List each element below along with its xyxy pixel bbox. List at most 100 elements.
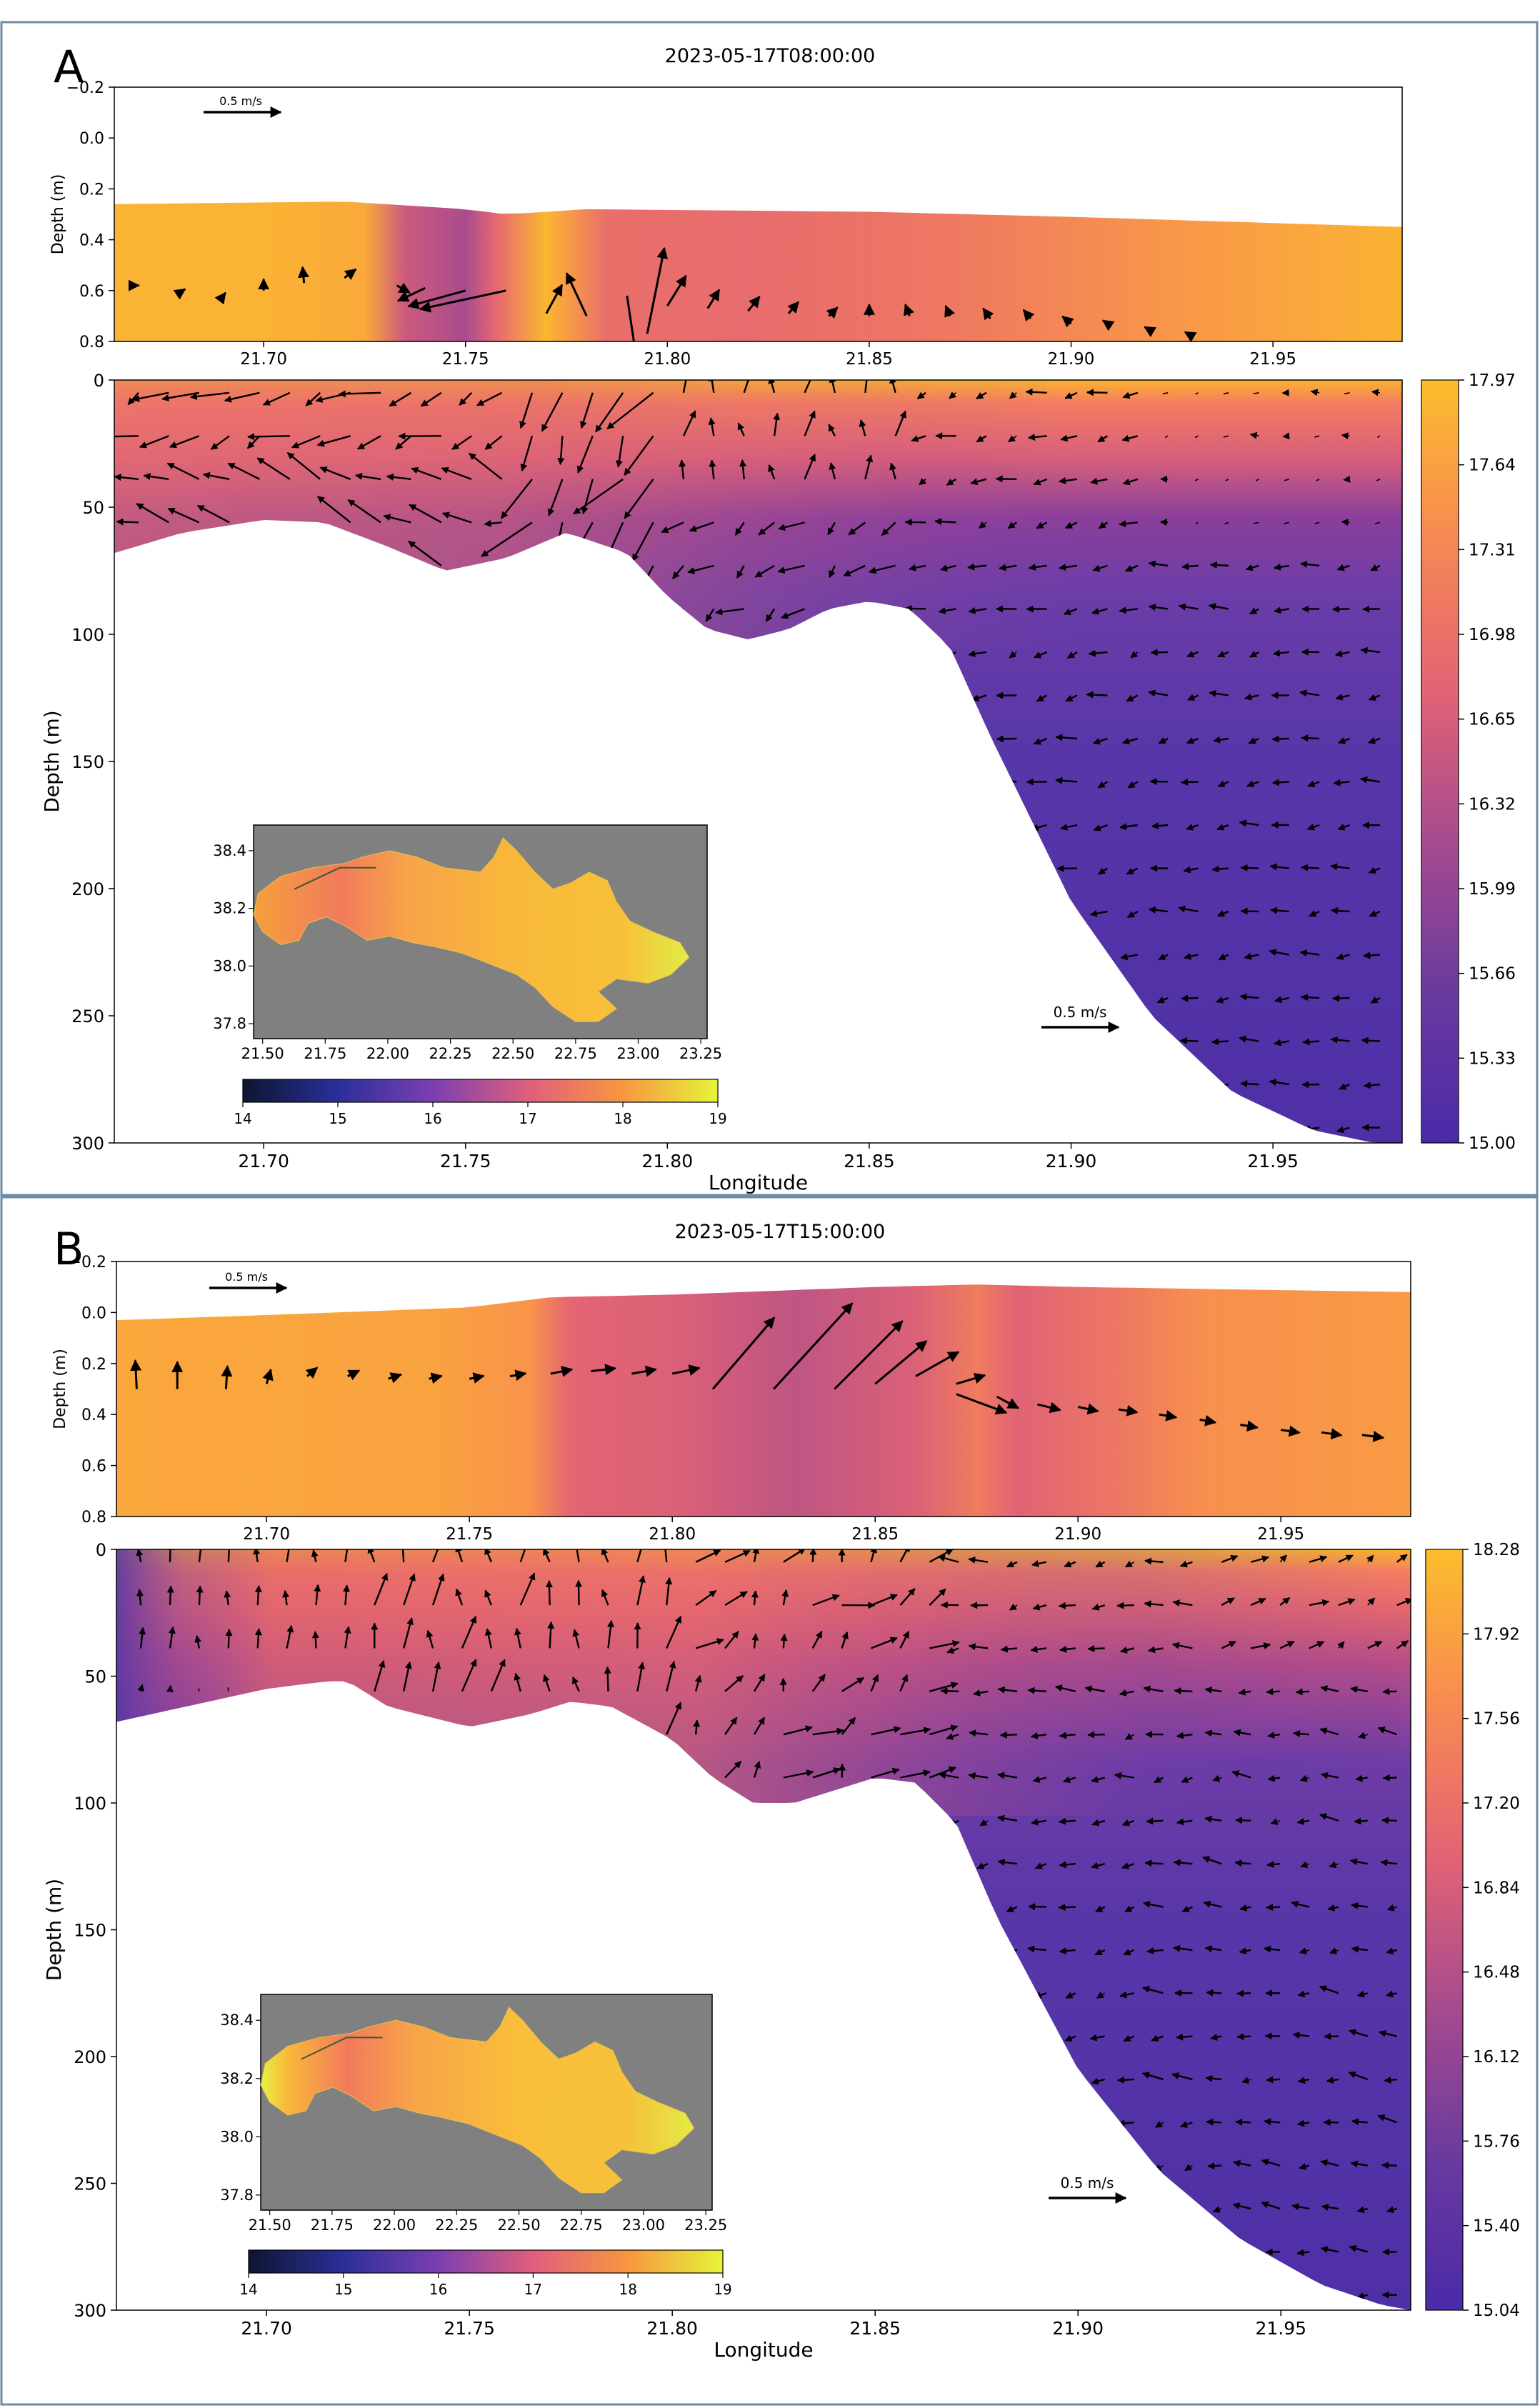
velocity-arrow (1239, 993, 1259, 1001)
top-x-tick-label: 21.80 (644, 350, 691, 369)
velocity-arrow (1224, 521, 1229, 525)
velocity-arrow (389, 391, 412, 407)
velocity-arrow (484, 1589, 492, 1606)
velocity-arrow (829, 462, 836, 480)
velocity-arrow (1336, 953, 1350, 960)
velocity-arrow (1261, 2159, 1281, 2167)
velocity-arrow (1091, 1604, 1106, 1611)
velocity-arrow (514, 1627, 521, 1649)
velocity-arrow (1330, 1036, 1350, 1044)
velocity-arrow (1210, 2033, 1222, 2041)
velocity-arrow (601, 1589, 609, 1606)
velocity-arrow (484, 519, 502, 527)
main-x-tick-label: 21.95 (1255, 2318, 1306, 2339)
velocity-arrow (904, 303, 914, 316)
velocity-arrow (768, 464, 776, 480)
velocity-arrow (1063, 608, 1078, 615)
colorbar-tick-label: 15.76 (1473, 2132, 1520, 2151)
velocity-arrow (1059, 1947, 1076, 1955)
velocity-arrow (1162, 392, 1169, 395)
velocity-arrow (451, 435, 472, 451)
velocity-arrow (1349, 2244, 1369, 2253)
velocity-arrow (1320, 2159, 1339, 2167)
colorbar-tick-label: 17.20 (1473, 1794, 1520, 1813)
velocity-arrow (1148, 560, 1169, 568)
velocity-arrow (1065, 694, 1078, 702)
main-x-tick-label: 21.75 (444, 2318, 495, 2339)
velocity-arrow (1120, 953, 1139, 961)
velocity-arrow (1031, 1560, 1047, 1567)
panel-b: 0.5 m/s −0.2 0.0 0.2 0.4 0.6 0.8 21.70 21.75 21.8… (42, 1254, 1520, 2362)
velocity-arrow (1339, 1083, 1351, 1090)
inset-colorbar-tick-label: 19 (709, 1110, 726, 1127)
velocity-arrow (1181, 994, 1199, 1002)
velocity-arrow (1292, 2032, 1310, 2039)
velocity-arrow (1321, 1428, 1343, 1440)
velocity-arrow (1296, 2249, 1310, 2257)
velocity-arrow (705, 608, 715, 622)
main-y-tick-label: 50 (82, 498, 104, 518)
colorbar (1421, 379, 1459, 1144)
velocity-arrow (1144, 1557, 1164, 1565)
velocity-arrow (1310, 389, 1320, 396)
velocity-arrow (461, 1615, 477, 1649)
velocity-arrow (1329, 1861, 1339, 1869)
velocity-arrow (1158, 737, 1169, 744)
velocity-arrow (1186, 651, 1199, 658)
velocity-arrow (227, 462, 261, 480)
velocity-arrow (929, 1724, 959, 1736)
velocity-arrow (1212, 2206, 1222, 2213)
velocity-arrow (1338, 1554, 1354, 1563)
velocity-arrow (1319, 1985, 1339, 1994)
velocity-arrow (1179, 2121, 1193, 2128)
velocity-arrow (724, 1549, 751, 1563)
velocity-arrow (1084, 1685, 1105, 1693)
velocity-arrow (1116, 1602, 1134, 1609)
colorbar-tick-label: 17.64 (1469, 456, 1516, 475)
inset-y-tick-label: 37.8 (213, 1015, 246, 1032)
velocity-arrow (1270, 906, 1289, 914)
top-x-tick-label: 21.90 (1054, 1525, 1101, 1544)
velocity-arrow (829, 380, 836, 394)
velocity-arrow (1221, 1597, 1235, 1607)
velocity-arrow (202, 471, 230, 481)
velocity-arrow (1381, 1817, 1397, 1824)
velocity-arrow (1130, 651, 1139, 659)
inset-colorbar-tick-label: 18 (619, 2281, 636, 2298)
velocity-arrow (1086, 389, 1108, 396)
velocity-arrow (1126, 694, 1139, 702)
velocity-arrow (1396, 1598, 1411, 1607)
velocity-arrow (1326, 2077, 1339, 2084)
velocity-arrow (1055, 776, 1078, 784)
velocity-arrow (899, 1549, 911, 1563)
inset-transect-line (301, 2037, 383, 2060)
velocity-arrow (809, 1549, 817, 1562)
x-axis-label: Longitude (709, 1171, 808, 1194)
velocity-arrow (1092, 737, 1108, 745)
velocity-arrow (1299, 1774, 1310, 1782)
velocity-arrow (1146, 1817, 1164, 1825)
velocity-arrow (386, 473, 411, 481)
velocity-arrow (1337, 1641, 1345, 1649)
velocity-arrow (1371, 389, 1381, 396)
velocity-arrow (1034, 1862, 1047, 1869)
velocity-arrow (557, 436, 565, 466)
main-y-tick-label: 150 (71, 752, 104, 772)
velocity-arrow (1361, 1430, 1385, 1442)
velocity-arrow (899, 1674, 909, 1692)
velocity-arrow (1146, 1947, 1164, 1955)
velocity-arrow (383, 514, 411, 524)
velocity-arrow (834, 1320, 904, 1390)
velocity-arrow (1249, 650, 1259, 658)
velocity-arrow (1204, 1815, 1222, 1823)
velocity-arrow (194, 1635, 202, 1649)
velocity-arrow (864, 380, 869, 393)
velocity-arrow (1379, 2029, 1397, 2037)
velocity-arrow (899, 1630, 910, 1649)
velocity-arrow (419, 289, 506, 313)
velocity-arrow (1212, 1774, 1222, 1782)
velocity-arrow (1223, 435, 1229, 438)
x-axis-label: Longitude (714, 2338, 813, 2362)
colorbar-tick-label: 16.12 (1473, 2048, 1520, 2067)
velocity-arrow (314, 1584, 321, 1606)
